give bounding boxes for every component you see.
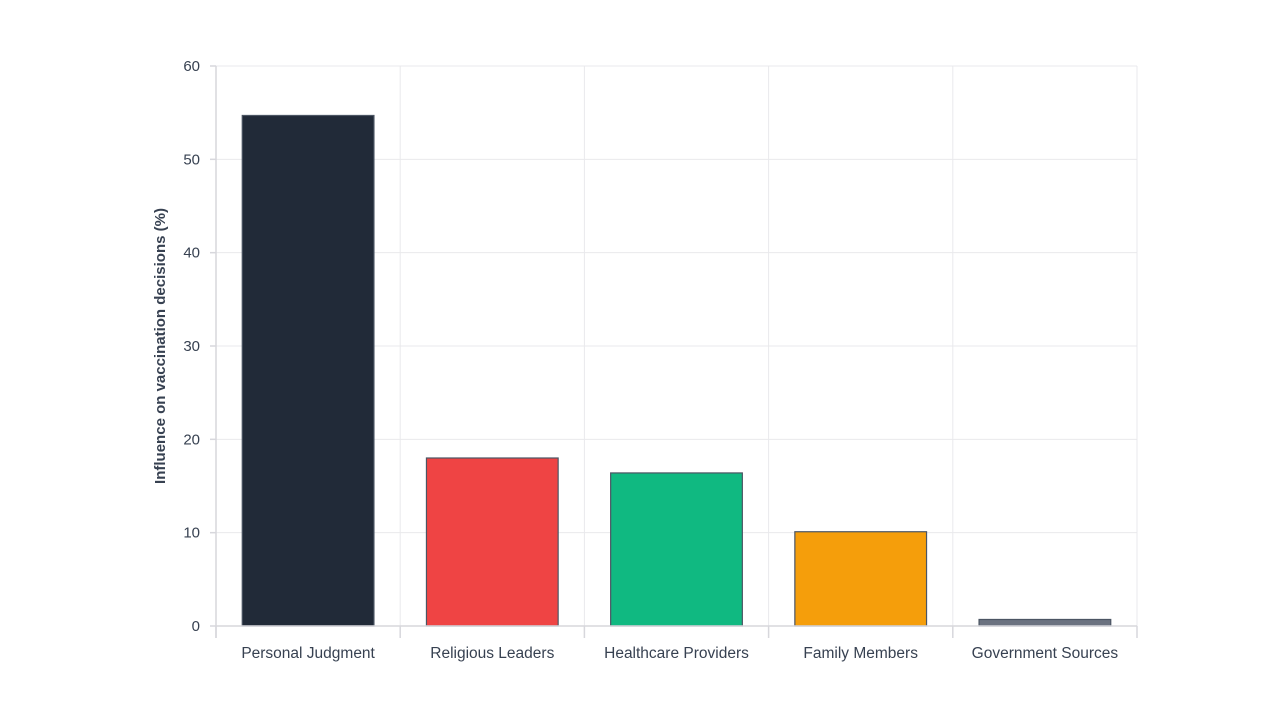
x-category-label: Healthcare Providers	[604, 645, 749, 662]
x-category-label: Personal Judgment	[241, 645, 375, 662]
bar	[610, 472, 743, 627]
bar	[978, 618, 1112, 627]
labels: 0 10 20 30 40 50 60 Personal Judgment Religious …	[183, 58, 1118, 662]
bar	[241, 114, 375, 627]
bar	[794, 531, 928, 627]
y-tick-label: 10	[183, 525, 200, 542]
x-category-label: Government Sources	[972, 645, 1119, 662]
y-axis-title: Influence on vaccination decisions (%)	[152, 208, 169, 484]
x-category-label: Family Members	[803, 645, 918, 662]
y-tick-label: 40	[183, 245, 200, 262]
axes	[210, 65, 1138, 638]
x-category-label: Religious Leaders	[430, 645, 554, 662]
bar	[425, 457, 559, 627]
y-tick-label: 0	[192, 618, 200, 635]
bars	[241, 114, 1112, 627]
y-tick-label: 20	[183, 431, 200, 448]
y-tick-label: 30	[183, 338, 200, 355]
y-tick-label: 60	[183, 58, 200, 75]
y-tick-label: 50	[183, 151, 200, 168]
